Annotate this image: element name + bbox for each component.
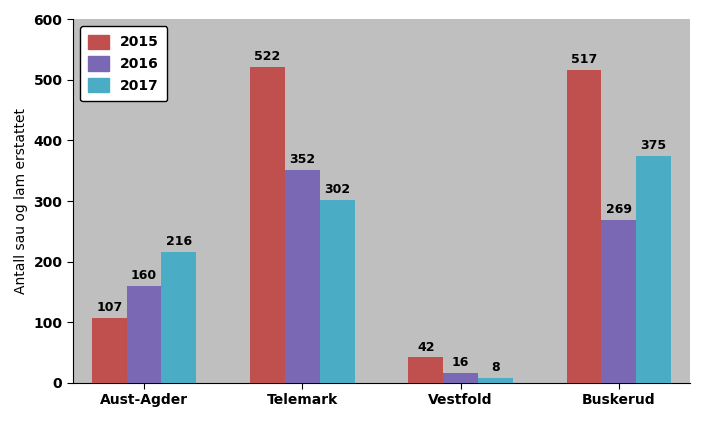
Text: 160: 160 — [131, 269, 157, 282]
Text: 8: 8 — [491, 361, 500, 374]
Bar — [320, 200, 355, 383]
Bar — [92, 318, 127, 383]
Text: 352: 352 — [289, 153, 315, 166]
Text: 216: 216 — [166, 235, 192, 248]
Bar — [127, 286, 161, 383]
Text: 522: 522 — [254, 50, 281, 63]
Bar — [250, 67, 285, 383]
Bar — [478, 378, 513, 383]
Bar — [444, 373, 478, 383]
Bar — [601, 220, 636, 383]
Bar — [161, 252, 196, 383]
Text: 302: 302 — [324, 183, 350, 196]
Text: 16: 16 — [452, 356, 470, 369]
Bar — [285, 170, 320, 383]
Text: 42: 42 — [417, 341, 434, 354]
Legend: 2015, 2016, 2017: 2015, 2016, 2017 — [80, 27, 168, 101]
Bar — [408, 357, 444, 383]
Bar — [567, 69, 601, 383]
Y-axis label: Antall sau og lam erstattet: Antall sau og lam erstattet — [14, 108, 28, 294]
Text: 107: 107 — [96, 301, 122, 314]
Text: 375: 375 — [641, 139, 667, 152]
Text: 269: 269 — [606, 203, 632, 216]
Text: 517: 517 — [571, 53, 597, 66]
Bar — [636, 156, 671, 383]
